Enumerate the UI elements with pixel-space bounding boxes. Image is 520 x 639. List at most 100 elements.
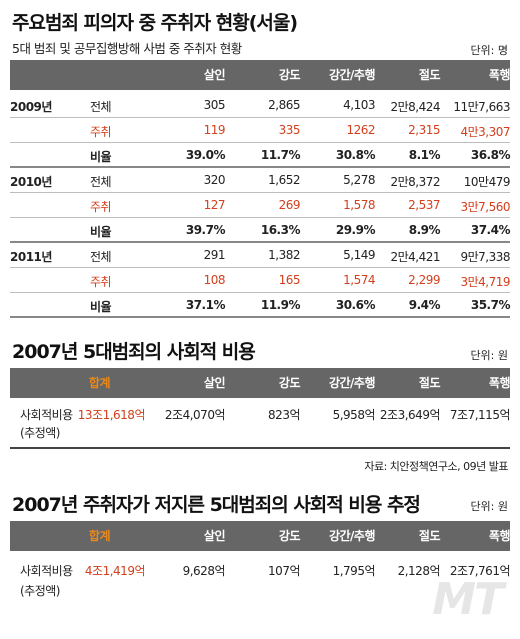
value-rape: 5,958억 <box>332 408 376 422</box>
cell-murder: 127 <box>203 198 226 212</box>
cell-theft: 2,537 <box>408 198 440 212</box>
header-total: 합계 <box>88 529 111 543</box>
value-murder: 2조4,070억 <box>164 408 226 422</box>
cell-robbery: 165 <box>278 273 301 287</box>
cell-robbery: 1,382 <box>268 248 300 262</box>
header-theft: 절도 <box>418 529 441 543</box>
cell-assault: 36.8% <box>470 148 511 162</box>
cell-assault: 3만4,719 <box>460 275 510 289</box>
section1-unit: 단위: 명 <box>470 44 508 57</box>
cell-assault: 11만7,663 <box>453 100 510 114</box>
row-label: 전체 <box>90 100 112 114</box>
divider <box>10 142 510 143</box>
divider <box>10 117 510 118</box>
table-row: 주취 127 269 1,578 2,537 3만7,560 <box>10 192 510 217</box>
table-row: 주취 119 335 1262 2,315 4만3,307 <box>10 117 510 142</box>
value-robbery: 107억 <box>268 564 300 578</box>
row-label: 주취 <box>90 200 112 214</box>
section2-table-header: 합계 살인 강도 강간/추행 절도 폭행 <box>10 368 511 398</box>
cell-robbery: 11.7% <box>260 148 301 162</box>
cell-theft: 2,299 <box>408 273 440 287</box>
row-label: 비율 <box>90 300 112 314</box>
divider <box>10 166 510 168</box>
value-theft: 2조3,649억 <box>379 408 441 422</box>
divider <box>10 316 510 318</box>
cell-robbery: 269 <box>278 198 301 212</box>
header-murder: 살인 <box>203 376 226 390</box>
source-note: 자료: 치안정책연구소, 09년 발표 <box>364 460 508 473</box>
value-theft: 2,128억 <box>397 564 441 578</box>
section1-title: 주요범죄 피의자 중 주취자 현황(서울) <box>12 12 298 34</box>
divider <box>10 292 510 293</box>
section2-row: 사회적비용 (추정액) 13조1,618억 2조4,070억 823억 5,95… <box>10 404 511 444</box>
divider <box>10 241 510 243</box>
value-murder: 9,628억 <box>182 564 226 578</box>
cell-robbery: 16.3% <box>260 223 301 237</box>
cell-rape: 30.6% <box>335 298 376 312</box>
divider <box>10 267 510 268</box>
divider <box>10 192 510 193</box>
cell-assault: 9만7,338 <box>460 250 510 264</box>
cell-theft: 2,315 <box>408 123 440 137</box>
header-rape: 강간/추행 <box>328 529 376 543</box>
section1-table-header: 살인 강도 강간/추행 절도 폭행 <box>10 60 511 90</box>
row-label: 비율 <box>90 150 112 164</box>
year-label: 2010년 <box>10 175 52 189</box>
row-label: 전체 <box>90 175 112 189</box>
cell-rape: 30.8% <box>335 148 376 162</box>
cell-assault: 10만479 <box>463 175 511 189</box>
header-robbery: 강도 <box>278 68 301 82</box>
row-label-sub: (추정액) <box>20 426 60 440</box>
header-theft: 절도 <box>418 376 441 390</box>
section2-title: 2007년 5대범죄의 사회적 비용 <box>12 341 256 363</box>
header-assault: 폭행 <box>488 68 511 82</box>
cell-assault: 4만3,307 <box>460 125 510 139</box>
cell-theft: 2만8,424 <box>390 100 440 114</box>
table-row: 전체 291 1,382 5,149 2만4,421 9만7,338 <box>10 242 510 267</box>
section3-table-header: 합계 살인 강도 강간/추행 절도 폭행 <box>10 521 511 551</box>
cell-murder: 320 <box>203 173 226 187</box>
cell-murder: 39.0% <box>185 148 226 162</box>
value-robbery: 823억 <box>268 408 300 422</box>
cell-robbery: 335 <box>278 123 301 137</box>
header-assault: 폭행 <box>488 529 511 543</box>
header-rape: 강간/추행 <box>328 376 376 390</box>
table-row: 비율 37.1% 11.9% 30.6% 9.4% 35.7% <box>10 292 511 317</box>
cell-murder: 39.7% <box>185 223 226 237</box>
header-murder: 살인 <box>203 529 226 543</box>
value-assault: 2조7,761억 <box>449 564 511 578</box>
value-total: 13조1,618억 <box>77 408 146 422</box>
cell-rape: 1,574 <box>343 273 375 287</box>
cell-rape: 4,103 <box>343 98 375 112</box>
cell-murder: 305 <box>203 98 226 112</box>
cell-rape: 29.9% <box>335 223 376 237</box>
watermark-logo: MT <box>432 574 504 625</box>
row-label: 전체 <box>90 250 112 264</box>
cell-theft: 2만4,421 <box>390 250 440 264</box>
section1-subtitle: 5대 범죄 및 공무집행방해 사범 중 주취자 현황 <box>12 41 242 56</box>
cell-murder: 119 <box>203 123 226 137</box>
cell-rape: 1,578 <box>343 198 375 212</box>
cell-assault: 3만7,560 <box>460 200 510 214</box>
section3-row: 사회적비용 (추정액) 4조1,419억 9,628억 107억 1,795억 … <box>10 560 511 600</box>
section3-title: 2007년 주취자가 저지른 5대범죄의 사회적 비용 추정 <box>12 494 421 516</box>
cell-assault: 35.7% <box>470 298 511 312</box>
section2-unit: 단위: 원 <box>470 349 508 362</box>
cell-robbery: 2,865 <box>268 98 300 112</box>
row-label: 주취 <box>90 125 112 139</box>
divider <box>10 217 510 218</box>
row-label: 사회적비용 <box>20 564 73 578</box>
year-label: 2011년 <box>10 250 52 264</box>
cell-murder: 291 <box>203 248 226 262</box>
row-label: 사회적비용 <box>20 408 73 422</box>
table-row: 비율 39.7% 16.3% 29.9% 8.9% 37.4% <box>10 217 511 242</box>
row-label-sub: (추정액) <box>20 584 60 598</box>
cell-rape: 5,278 <box>343 173 375 187</box>
cell-theft: 8.1% <box>408 148 441 162</box>
cell-robbery: 11.9% <box>260 298 301 312</box>
header-robbery: 강도 <box>278 529 301 543</box>
cell-theft: 9.4% <box>408 298 441 312</box>
row-label: 주취 <box>90 275 112 289</box>
header-assault: 폭행 <box>488 376 511 390</box>
cell-rape: 5,149 <box>343 248 375 262</box>
